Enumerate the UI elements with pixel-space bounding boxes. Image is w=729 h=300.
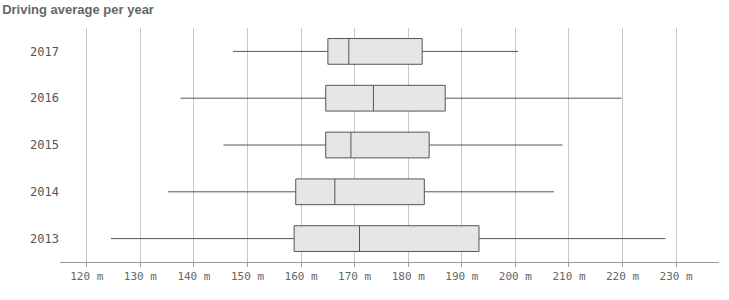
svg-text:200 m: 200 m [499, 270, 532, 283]
svg-text:2017: 2017 [30, 45, 59, 59]
svg-text:170 m: 170 m [338, 270, 371, 283]
svg-text:180 m: 180 m [392, 270, 425, 283]
svg-text:220 m: 220 m [606, 270, 639, 283]
svg-text:140 m: 140 m [177, 270, 210, 283]
svg-text:150 m: 150 m [231, 270, 264, 283]
svg-text:2016: 2016 [30, 91, 59, 105]
svg-text:120 m: 120 m [70, 270, 103, 283]
svg-text:2013: 2013 [30, 232, 59, 246]
svg-text:2015: 2015 [30, 138, 59, 152]
svg-text:Driving average per year: Driving average per year [2, 2, 154, 17]
svg-text:190 m: 190 m [445, 270, 478, 283]
svg-text:130 m: 130 m [124, 270, 157, 283]
svg-text:230 m: 230 m [660, 270, 693, 283]
svg-text:210 m: 210 m [552, 270, 585, 283]
svg-text:2014: 2014 [30, 185, 59, 199]
svg-text:160 m: 160 m [285, 270, 318, 283]
